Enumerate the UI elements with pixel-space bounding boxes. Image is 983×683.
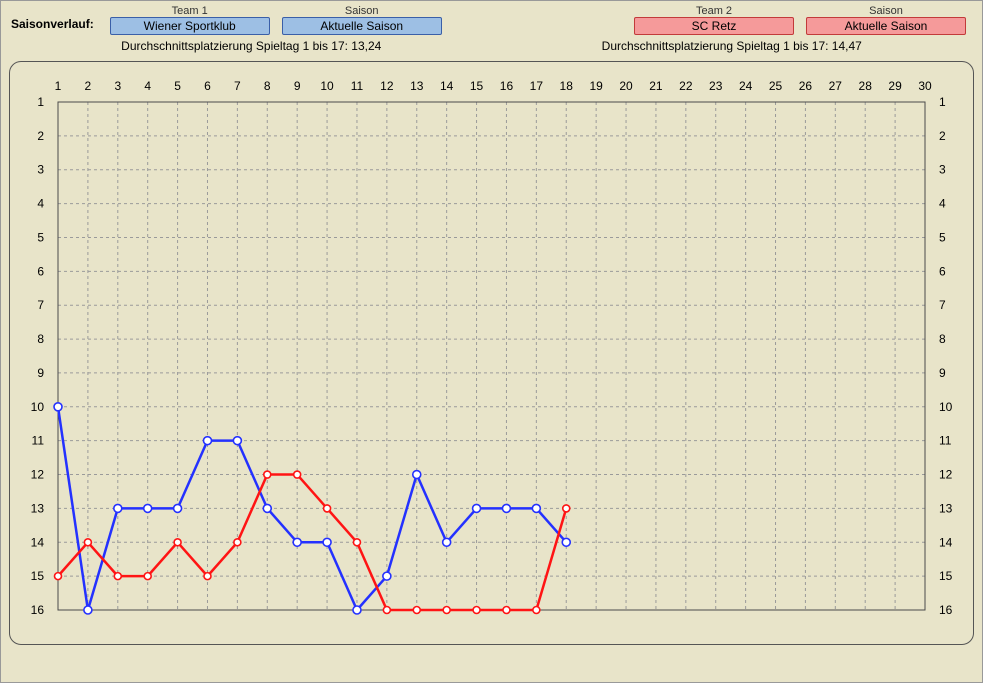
page-title: Saisonverlauf: [11,5,104,31]
team1-block: Team 1 Wiener Sportklub [110,5,270,35]
averages-row: Durchschnittsplatzierung Spieltag 1 bis … [1,35,982,59]
svg-text:8: 8 [264,79,271,93]
svg-text:11: 11 [351,79,364,93]
svg-text:29: 29 [888,79,902,93]
team1-average: Durchschnittsplatzierung Spieltag 1 bis … [11,39,492,53]
svg-text:12: 12 [380,79,394,93]
svg-text:16: 16 [31,603,45,617]
svg-text:1: 1 [37,95,44,109]
svg-text:3: 3 [939,163,946,177]
svg-text:5: 5 [174,79,181,93]
svg-text:19: 19 [589,79,603,93]
svg-text:12: 12 [31,468,45,482]
svg-text:1: 1 [55,79,62,93]
svg-text:16: 16 [939,603,953,617]
svg-text:27: 27 [829,79,843,93]
header-controls: Saisonverlauf: Team 1 Wiener Sportklub S… [1,1,982,35]
svg-text:9: 9 [939,366,946,380]
svg-text:16: 16 [500,79,514,93]
team2-saison-button[interactable]: Aktuelle Saison [806,17,966,35]
svg-text:2: 2 [939,129,946,143]
team1-heading: Team 1 [172,5,208,17]
svg-text:10: 10 [31,400,45,414]
svg-text:12: 12 [939,468,953,482]
svg-text:15: 15 [939,569,953,583]
svg-text:20: 20 [619,79,633,93]
svg-text:18: 18 [560,79,574,93]
svg-text:7: 7 [234,79,241,93]
svg-text:9: 9 [294,79,301,93]
svg-text:6: 6 [37,264,44,278]
svg-text:13: 13 [410,79,424,93]
team2-heading: Team 2 [696,5,732,17]
svg-text:30: 30 [918,79,932,93]
svg-text:6: 6 [204,79,211,93]
svg-text:25: 25 [769,79,783,93]
svg-text:22: 22 [679,79,693,93]
svg-text:15: 15 [31,569,45,583]
team1-saison-button[interactable]: Aktuelle Saison [282,17,442,35]
svg-text:11: 11 [32,434,45,448]
svg-text:2: 2 [85,79,92,93]
svg-text:3: 3 [37,163,44,177]
svg-text:8: 8 [37,332,44,346]
svg-text:14: 14 [440,79,454,93]
svg-text:23: 23 [709,79,723,93]
team2-saison-heading: Saison [869,5,903,17]
chart-frame: 1234567891011121314151617181920212223242… [9,61,974,645]
svg-text:1: 1 [939,95,946,109]
svg-text:24: 24 [739,79,753,93]
svg-text:4: 4 [939,197,946,211]
svg-text:14: 14 [31,535,45,549]
team2-average: Durchschnittsplatzierung Spieltag 1 bis … [492,39,973,53]
svg-text:14: 14 [939,535,953,549]
svg-text:17: 17 [530,79,544,93]
svg-text:5: 5 [37,230,44,244]
svg-text:5: 5 [939,230,946,244]
svg-text:4: 4 [37,197,44,211]
team2-saison-block: Saison Aktuelle Saison [806,5,966,35]
svg-text:8: 8 [939,332,946,346]
team1-saison-block: Saison Aktuelle Saison [282,5,442,35]
svg-text:3: 3 [114,79,121,93]
season-chart: 1234567891011121314151617181920212223242… [10,62,973,644]
svg-text:11: 11 [939,434,952,448]
svg-text:10: 10 [320,79,334,93]
svg-text:28: 28 [859,79,873,93]
svg-text:7: 7 [37,298,44,312]
svg-text:6: 6 [939,264,946,278]
team1-button[interactable]: Wiener Sportklub [110,17,270,35]
svg-text:13: 13 [31,501,45,515]
svg-text:4: 4 [144,79,151,93]
svg-text:26: 26 [799,79,813,93]
svg-text:10: 10 [939,400,953,414]
team1-saison-heading: Saison [345,5,379,17]
svg-text:7: 7 [939,298,946,312]
svg-text:9: 9 [37,366,44,380]
team2-button[interactable]: SC Retz [634,17,794,35]
svg-text:15: 15 [470,79,484,93]
svg-text:13: 13 [939,501,953,515]
svg-text:21: 21 [649,79,663,93]
team2-block: Team 2 SC Retz [634,5,794,35]
svg-text:2: 2 [37,129,44,143]
